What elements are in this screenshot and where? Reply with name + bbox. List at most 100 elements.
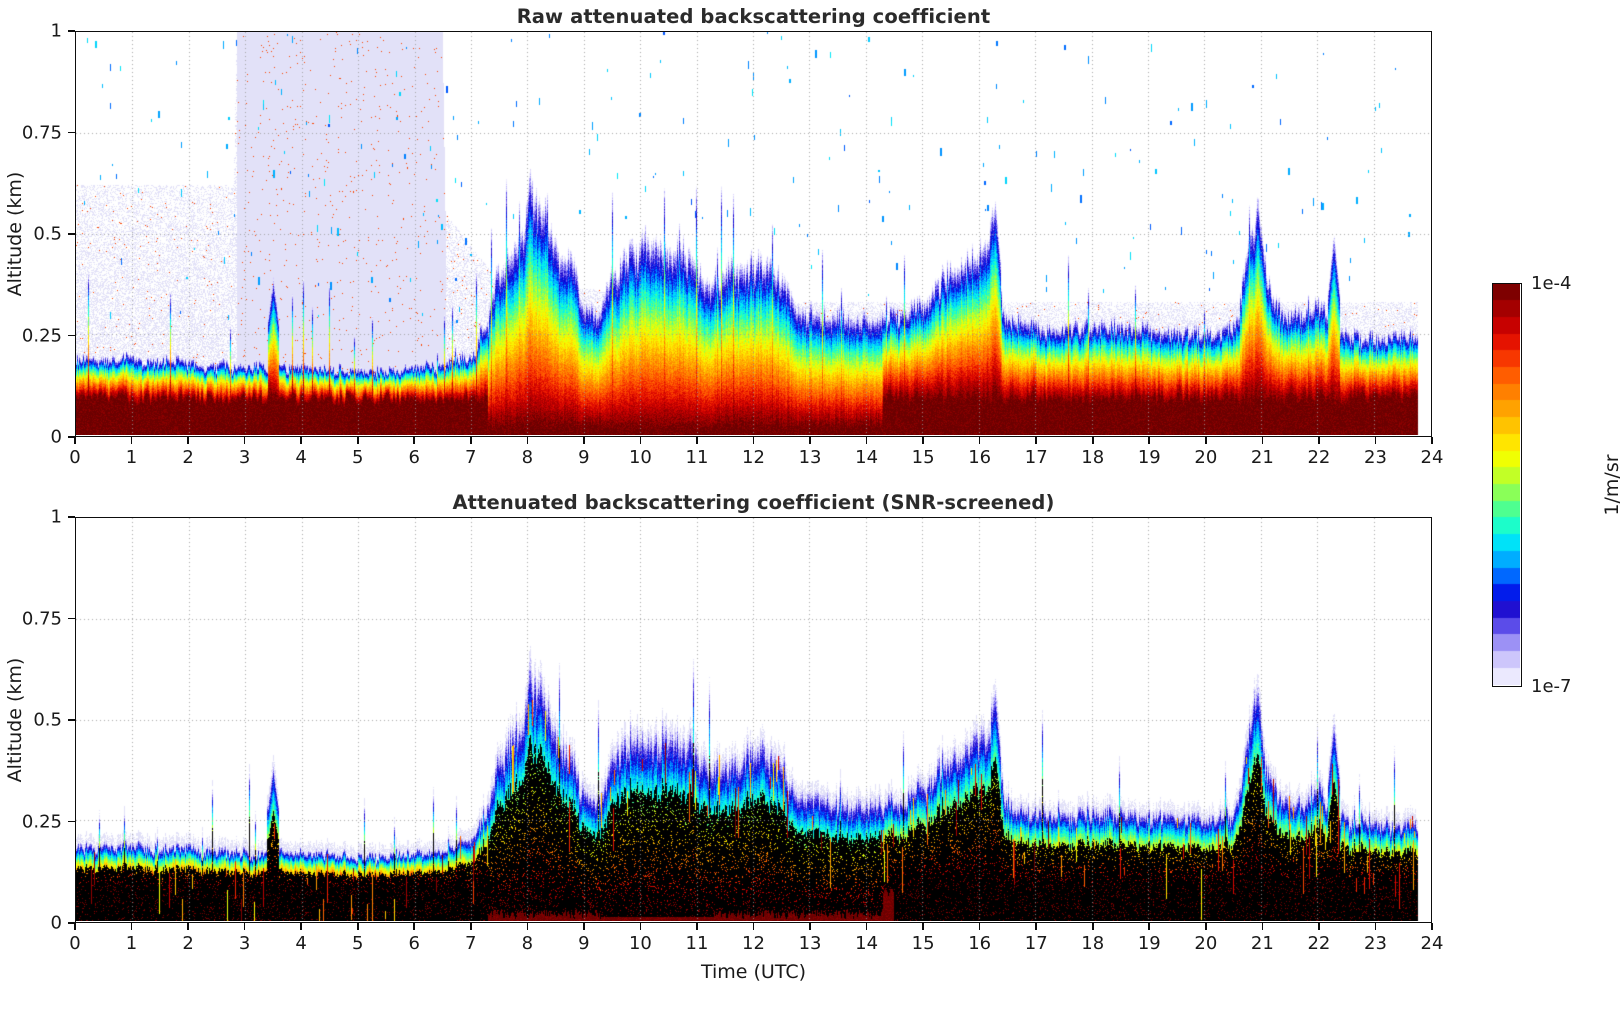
x-tick-label: 0 (69, 933, 81, 954)
x-tick (639, 437, 642, 444)
x-tick-label: 16 (968, 447, 992, 468)
x-tick (1261, 923, 1264, 930)
x-tick (978, 437, 981, 444)
x-tick-label: 9 (578, 933, 590, 954)
x-tick-label: 7 (465, 933, 477, 954)
x-tick-label: 13 (798, 933, 822, 954)
x-tick (639, 923, 642, 930)
x-tick-label: 18 (1081, 447, 1105, 468)
x-tick (978, 923, 981, 930)
x-axis-label: Time (UTC) (700, 961, 807, 983)
x-tick (922, 923, 924, 930)
heatmap-canvas-raw (76, 32, 1430, 435)
x-tick (696, 437, 698, 444)
y-tick (68, 516, 75, 518)
x-tick-label: 4 (295, 933, 307, 954)
x-tick (583, 437, 585, 444)
colorbar-min-label: 1e-7 (1531, 676, 1572, 697)
x-tick-label: 5 (351, 933, 364, 954)
x-tick-label: 24 (1420, 933, 1444, 954)
x-tick (583, 923, 585, 930)
x-tick (1431, 437, 1433, 444)
x-tick-label: 5 (351, 447, 364, 468)
y-tick (68, 334, 75, 337)
x-tick (1091, 437, 1094, 444)
x-tick-label: 20 (1194, 933, 1218, 954)
x-tick-label: 6 (408, 447, 420, 468)
colorbar-max-label: 1e-4 (1531, 273, 1572, 294)
x-tick-label: 14 (855, 933, 879, 954)
x-tick-label: 19 (1137, 933, 1161, 954)
x-tick-label: 2 (182, 933, 194, 954)
x-tick (300, 923, 302, 930)
x-tick-label: 22 (1307, 933, 1331, 954)
x-tick-label: 22 (1307, 447, 1331, 468)
x-tick (1205, 437, 1207, 444)
x-tick-label: 1 (125, 447, 138, 468)
x-tick-label: 14 (855, 447, 879, 468)
x-tick-label: 17 (1024, 447, 1048, 468)
x-tick (74, 923, 76, 930)
y-tick (68, 719, 75, 721)
y-tick-label: 0.5 (33, 709, 62, 731)
x-tick (1431, 923, 1433, 930)
y-tick (68, 617, 75, 620)
y-tick-label: 1 (50, 506, 62, 528)
x-tick-label: 3 (238, 933, 251, 954)
plot-area-screened[interactable] (75, 517, 1432, 923)
y-tick (68, 820, 75, 823)
y-tick-label: 1 (50, 20, 62, 42)
y-tick-label: 0.75 (21, 122, 62, 143)
x-tick (243, 923, 246, 930)
x-tick-label: 21 (1250, 447, 1274, 468)
y-tick-label: 0.25 (21, 811, 62, 832)
y-tick (68, 131, 75, 134)
x-tick-label: 11 (685, 447, 709, 468)
colorbar-canvas (1493, 284, 1520, 685)
x-tick (922, 437, 924, 444)
x-tick (526, 437, 529, 444)
x-tick-label: 23 (1364, 933, 1387, 954)
heatmap-canvas-screened (76, 518, 1430, 921)
x-tick-label: 15 (911, 933, 935, 954)
x-tick (469, 437, 472, 444)
y-tick-label: 0 (50, 426, 62, 448)
x-tick-label: 20 (1194, 447, 1218, 468)
x-tick (752, 437, 755, 444)
plot-area-raw[interactable] (75, 31, 1432, 437)
x-tick-label: 7 (465, 447, 477, 468)
x-tick (469, 923, 472, 930)
colorbar-unit-label: 1/m/sr (1601, 454, 1621, 516)
x-tick-label: 12 (742, 933, 765, 954)
x-tick (1318, 923, 1320, 930)
panel-title-screened: Attenuated backscattering coefficient (S… (452, 491, 1055, 514)
x-tick (413, 437, 416, 444)
x-tick (1035, 437, 1037, 444)
x-tick (1091, 923, 1094, 930)
x-tick (130, 437, 133, 444)
colorbar-gradient[interactable] (1492, 283, 1522, 687)
x-tick (356, 923, 359, 930)
x-tick-label: 23 (1364, 447, 1387, 468)
x-tick (1148, 923, 1151, 930)
x-tick-label: 10 (628, 933, 652, 954)
x-tick (130, 923, 133, 930)
x-tick-label: 2 (182, 447, 194, 468)
y-tick-label: 0.25 (21, 325, 62, 346)
y-tick (68, 436, 75, 438)
x-tick (1148, 437, 1151, 444)
y-tick (68, 922, 75, 924)
x-tick (809, 923, 811, 930)
y-tick-label: 0.75 (21, 608, 62, 629)
x-tick-label: 9 (578, 447, 590, 468)
x-tick (74, 437, 76, 444)
x-tick (1374, 923, 1377, 930)
x-tick (809, 437, 811, 444)
x-tick-label: 13 (798, 447, 822, 468)
x-tick-label: 0 (69, 447, 81, 468)
x-tick-label: 3 (238, 447, 251, 468)
x-tick-label: 10 (628, 447, 652, 468)
panel-title-raw: Raw attenuated backscattering coefficien… (516, 5, 991, 28)
x-tick (696, 923, 698, 930)
